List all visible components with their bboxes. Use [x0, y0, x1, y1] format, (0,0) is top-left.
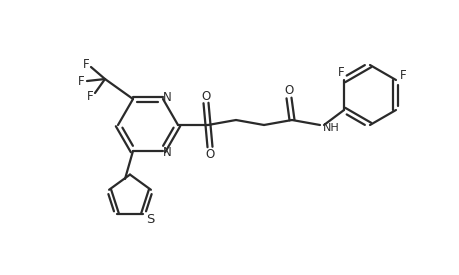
Text: F: F	[78, 75, 84, 87]
Text: F: F	[399, 68, 405, 81]
Text: N: N	[162, 90, 171, 103]
Text: F: F	[86, 90, 93, 103]
Text: S: S	[146, 213, 154, 226]
Text: O: O	[201, 89, 210, 103]
Text: N: N	[162, 147, 171, 160]
Text: O: O	[205, 147, 214, 161]
Text: NH: NH	[322, 123, 339, 133]
Text: O: O	[284, 84, 293, 97]
Text: F: F	[83, 57, 89, 70]
Text: F: F	[337, 65, 344, 78]
